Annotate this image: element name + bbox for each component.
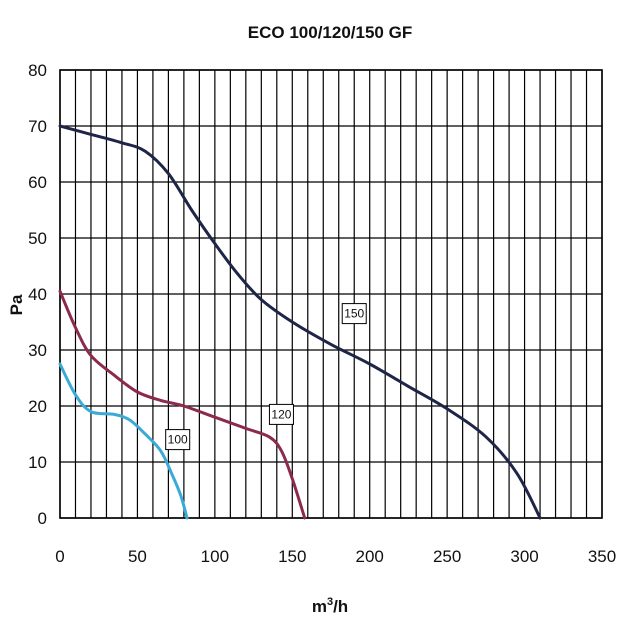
x-tick-label: 150 <box>278 547 306 566</box>
x-tick-label: 350 <box>588 547 616 566</box>
series-line-120 <box>58 289 307 520</box>
x-tick-label: 50 <box>128 547 147 566</box>
y-axis-label: Pa <box>7 294 26 315</box>
series-tag-150: 150 <box>341 303 367 325</box>
y-tick-label: 30 <box>28 341 47 360</box>
series-tag-box <box>165 429 191 451</box>
x-tick-label: 100 <box>201 547 229 566</box>
y-tick-label: 20 <box>28 397 47 416</box>
series-tag-box <box>341 303 367 325</box>
y-tick-label: 10 <box>28 453 47 472</box>
series-tag-text: 150 <box>344 307 364 321</box>
y-tick-label: 40 <box>28 285 47 304</box>
x-axis-label: m3/h <box>312 596 348 616</box>
x-tick-label: 0 <box>55 547 64 566</box>
chart-title: ECO 100/120/150 GF <box>248 23 412 42</box>
x-axis-label-sup: 3 <box>327 596 333 608</box>
x-axis-label-base: m <box>312 597 327 616</box>
series-line-100 <box>58 362 189 520</box>
tick-layer: 0 50 100 150 200 250 300 350 0 10 20 30 40 50 60 70 80 <box>28 61 616 566</box>
x-axis-label-tail: /h <box>333 597 348 616</box>
series-tag-box <box>268 403 294 425</box>
series-line-150 <box>58 124 542 520</box>
plot-grid <box>59 69 603 519</box>
series-tag-120: 120 <box>268 403 294 425</box>
series-tag-text: 120 <box>271 407 291 421</box>
y-tick-label: 80 <box>28 61 47 80</box>
series-tag-text: 100 <box>168 433 188 447</box>
y-tick-label: 50 <box>28 229 47 248</box>
x-tick-label: 300 <box>510 547 538 566</box>
y-tick-label: 60 <box>28 173 47 192</box>
series-layer: 150 120 100 <box>58 124 542 520</box>
y-tick-label: 70 <box>28 117 47 136</box>
x-tick-label: 250 <box>433 547 461 566</box>
x-tick-label: 200 <box>356 547 384 566</box>
y-tick-label: 0 <box>38 509 47 528</box>
series-tag-100: 100 <box>165 429 191 451</box>
